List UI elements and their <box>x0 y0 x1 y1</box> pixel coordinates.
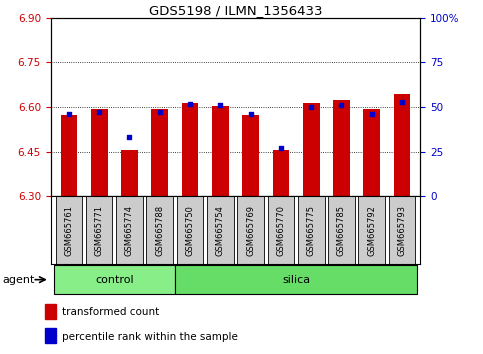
Point <box>156 110 164 115</box>
Text: GSM665785: GSM665785 <box>337 205 346 256</box>
Text: GSM665761: GSM665761 <box>64 205 73 256</box>
Text: GSM665769: GSM665769 <box>246 205 255 256</box>
Text: GSM665771: GSM665771 <box>95 205 104 256</box>
Point <box>65 112 73 117</box>
Bar <box>212 105 228 196</box>
Text: percentile rank within the sample: percentile rank within the sample <box>62 332 238 342</box>
Point <box>368 112 376 117</box>
Bar <box>86 196 113 264</box>
Point <box>277 145 285 151</box>
Text: GSM665793: GSM665793 <box>398 205 407 256</box>
Point <box>95 110 103 115</box>
Bar <box>394 94 411 196</box>
Bar <box>389 196 415 264</box>
Bar <box>237 196 264 264</box>
Bar <box>56 196 82 264</box>
Point <box>307 104 315 110</box>
Title: GDS5198 / ILMN_1356433: GDS5198 / ILMN_1356433 <box>149 4 322 17</box>
Bar <box>333 99 350 196</box>
Bar <box>303 103 320 196</box>
Point <box>398 99 406 104</box>
Text: GSM665775: GSM665775 <box>307 205 316 256</box>
Text: transformed count: transformed count <box>62 308 159 318</box>
Text: GSM665788: GSM665788 <box>155 205 164 256</box>
Text: control: control <box>95 275 134 285</box>
Bar <box>45 329 56 343</box>
Bar <box>182 103 199 196</box>
Point <box>186 101 194 106</box>
Text: agent: agent <box>2 275 35 285</box>
Bar <box>60 115 77 196</box>
Text: GSM665770: GSM665770 <box>276 205 285 256</box>
Point <box>216 102 224 108</box>
Text: GSM665774: GSM665774 <box>125 205 134 256</box>
Point <box>338 102 345 108</box>
Bar <box>121 150 138 196</box>
Bar <box>175 266 417 294</box>
Bar <box>363 109 380 196</box>
Bar <box>45 304 56 319</box>
Bar <box>268 196 294 264</box>
Bar <box>91 109 108 196</box>
Text: silica: silica <box>282 275 310 285</box>
Text: GSM665754: GSM665754 <box>216 205 225 256</box>
Bar <box>177 196 203 264</box>
Point <box>126 135 133 140</box>
Bar <box>358 196 385 264</box>
Bar <box>298 196 325 264</box>
Bar <box>54 266 175 294</box>
Text: GSM665750: GSM665750 <box>185 205 195 256</box>
Bar <box>242 115 259 196</box>
Bar <box>207 196 234 264</box>
Point <box>247 112 255 117</box>
Bar <box>151 109 168 196</box>
Bar <box>116 196 143 264</box>
Bar <box>328 196 355 264</box>
Bar <box>272 150 289 196</box>
Bar <box>146 196 173 264</box>
Text: GSM665792: GSM665792 <box>367 205 376 256</box>
